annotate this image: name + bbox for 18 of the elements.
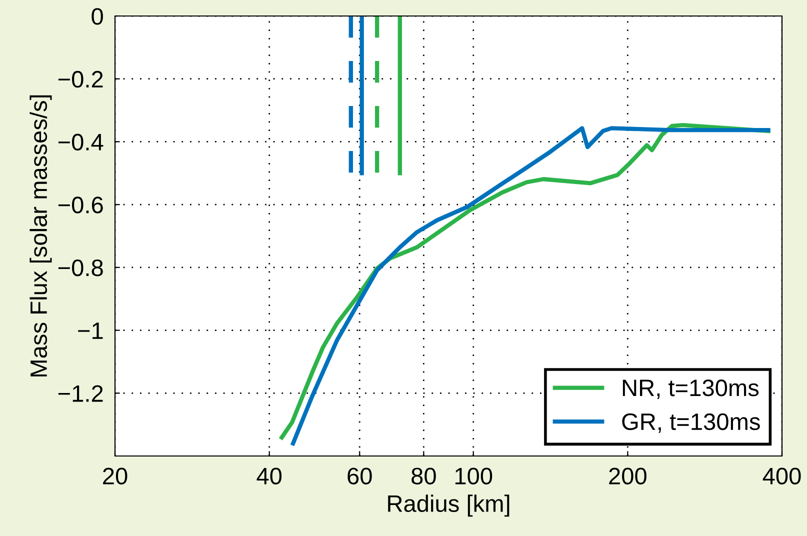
x-tick-label: 80 [412, 468, 436, 484]
y-tick-label: −1.2 [58, 385, 103, 402]
x-tick-label: 40 [256, 468, 282, 484]
x-tick-label: 200 [609, 468, 646, 484]
legend-label: NR, t=130ms [622, 380, 759, 400]
x-tick-label: 100 [455, 468, 492, 484]
y-tick-label: −0.6 [58, 196, 103, 214]
x-axis-title: Radius [km] [388, 494, 510, 517]
legend-label: GR, t=130ms [622, 413, 760, 433]
y-tick-label: 0 [92, 8, 103, 25]
y-tick-label: −0.4 [58, 134, 104, 150]
y-tick-label: −0.8 [58, 259, 103, 276]
y-axis-title: Mass Flux [solar masses/s] [30, 95, 52, 376]
y-tick-label: −1 [78, 322, 103, 339]
x-tick-label: 400 [762, 468, 801, 484]
x-tick-label: 60 [348, 468, 372, 484]
x-tick-label: 20 [103, 468, 128, 484]
y-tick-label: −0.2 [58, 70, 103, 88]
